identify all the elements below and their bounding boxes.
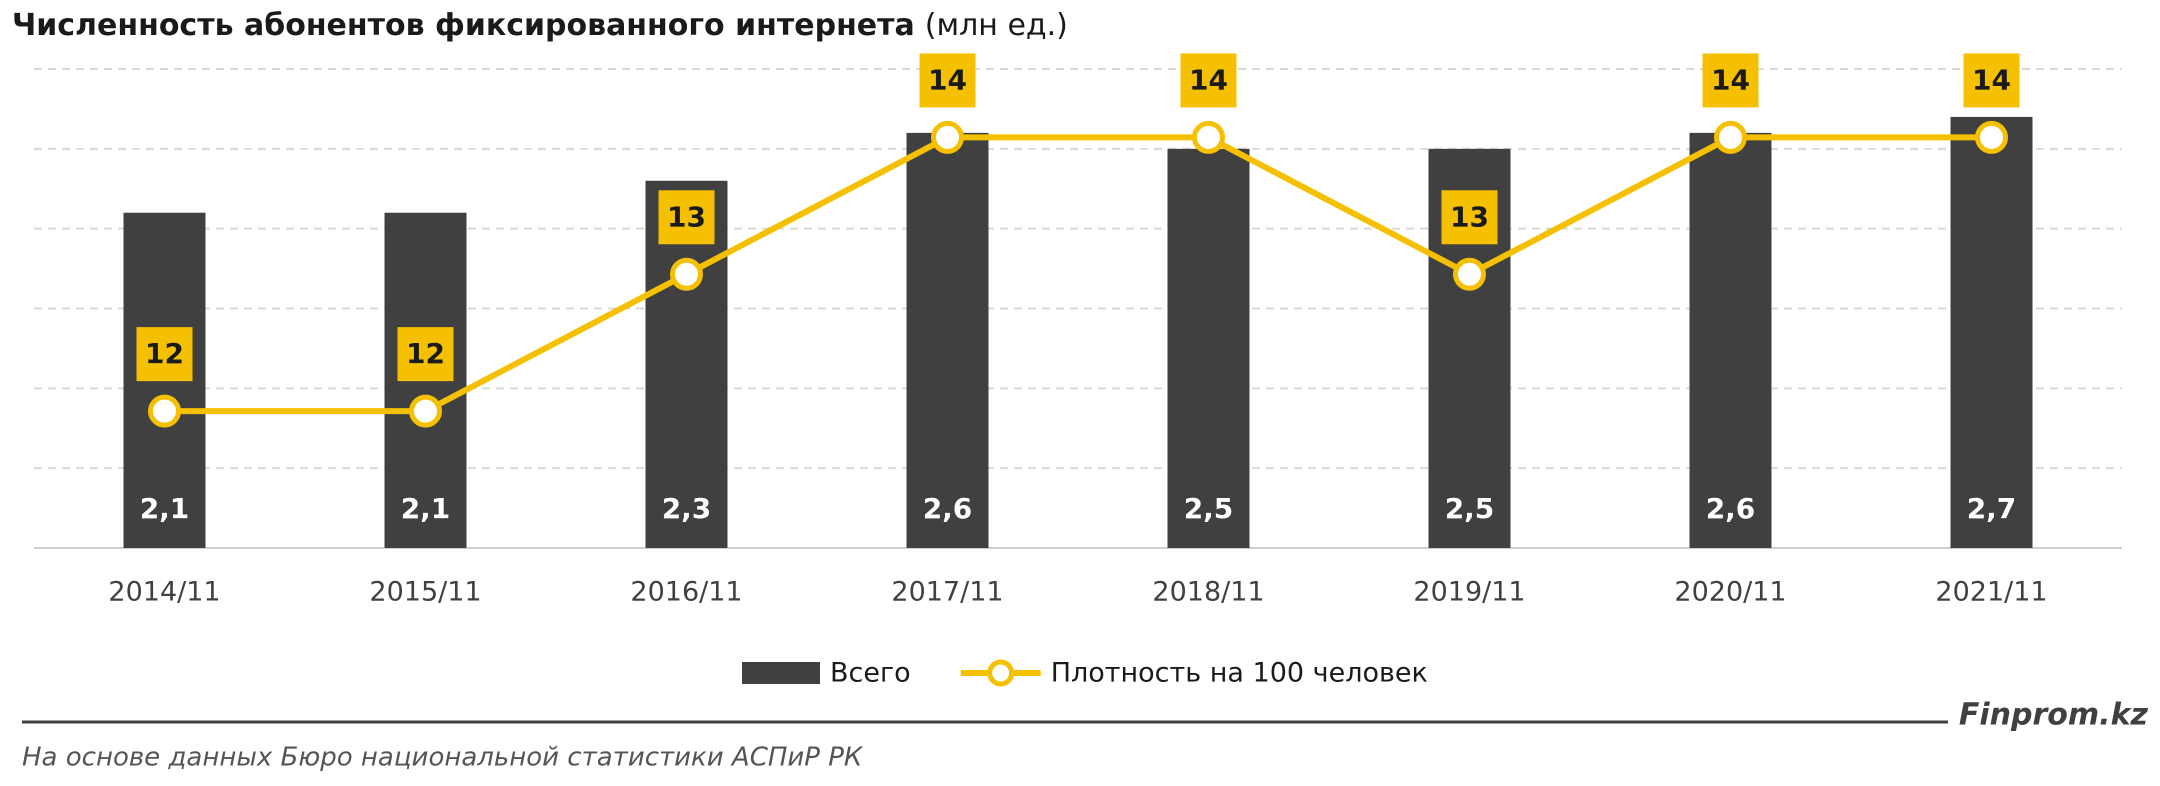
x-tick-label: 2016/11 bbox=[630, 577, 742, 608]
bar bbox=[1689, 132, 1772, 548]
bar bbox=[1950, 116, 2033, 549]
bar-value-label: 2,1 bbox=[401, 492, 451, 525]
line-value-label: 14 bbox=[1711, 63, 1750, 96]
line-value-label: 12 bbox=[406, 337, 445, 370]
title-main: Численность абонентов фиксированного инт… bbox=[12, 8, 915, 43]
brand: Finprom.kz bbox=[1959, 698, 2149, 733]
bar-value-label: 2,1 bbox=[140, 492, 190, 525]
bar-value-label: 2,3 bbox=[662, 492, 712, 525]
bar-value-label: 2,6 bbox=[923, 492, 973, 525]
x-tick-label: 2015/11 bbox=[369, 577, 481, 608]
legend-swatch bbox=[742, 662, 820, 684]
x-tick-label: 2021/11 bbox=[1935, 577, 2047, 608]
bar-value-label: 2,6 bbox=[1706, 492, 1756, 525]
line-marker bbox=[1975, 120, 2008, 154]
bar-value-label: 2,5 bbox=[1184, 492, 1234, 525]
line-marker bbox=[1714, 120, 1747, 154]
legend-label: Плотность на 100 человек bbox=[1051, 658, 1428, 689]
title-unit: (млн ед.) bbox=[925, 8, 1068, 43]
line bbox=[164, 134, 1992, 415]
line-value-label: 14 bbox=[1972, 63, 2011, 96]
line-label-box bbox=[1441, 190, 1498, 245]
x-tick-label: 2019/11 bbox=[1413, 577, 1525, 608]
line-label-box bbox=[919, 53, 976, 108]
line-marker bbox=[409, 394, 442, 428]
line-label-box bbox=[658, 190, 715, 245]
line-marker bbox=[1453, 257, 1486, 291]
line-value-label: 12 bbox=[145, 337, 184, 370]
bar-value-label: 2,5 bbox=[1445, 492, 1495, 525]
line-label-box bbox=[1702, 53, 1759, 108]
line-marker bbox=[670, 257, 703, 291]
line-label-box bbox=[136, 327, 193, 382]
bar-value-label: 2,7 bbox=[1967, 492, 2017, 525]
line-value-label: 13 bbox=[1450, 200, 1489, 233]
bar bbox=[1167, 148, 1250, 549]
x-tick-label: 2018/11 bbox=[1152, 577, 1264, 608]
line-marker bbox=[931, 120, 964, 154]
line-value-label: 13 bbox=[667, 200, 706, 233]
line-marker bbox=[148, 394, 181, 428]
line-value-label: 14 bbox=[928, 63, 967, 96]
source: На основе данных Бюро национальной стати… bbox=[22, 743, 864, 773]
line-label-box bbox=[1180, 53, 1237, 108]
x-tick-label: 2017/11 bbox=[891, 577, 1003, 608]
line-marker bbox=[1192, 120, 1225, 154]
line-label-box bbox=[397, 327, 454, 382]
x-tick-label: 2020/11 bbox=[1674, 577, 1786, 608]
legend-marker bbox=[987, 659, 1015, 687]
bar bbox=[906, 132, 989, 548]
legend-label: Всего bbox=[830, 658, 911, 689]
x-tick-label: 2014/11 bbox=[108, 577, 220, 608]
line-label-box bbox=[1963, 53, 2020, 108]
line-value-label: 14 bbox=[1189, 63, 1228, 96]
chart-title: Численность абонентов фиксированного инт… bbox=[12, 8, 1068, 43]
